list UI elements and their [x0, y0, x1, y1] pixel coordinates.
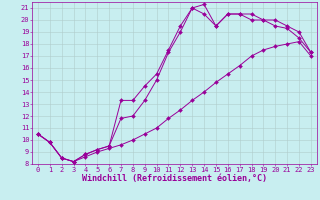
X-axis label: Windchill (Refroidissement éolien,°C): Windchill (Refroidissement éolien,°C): [82, 174, 267, 183]
